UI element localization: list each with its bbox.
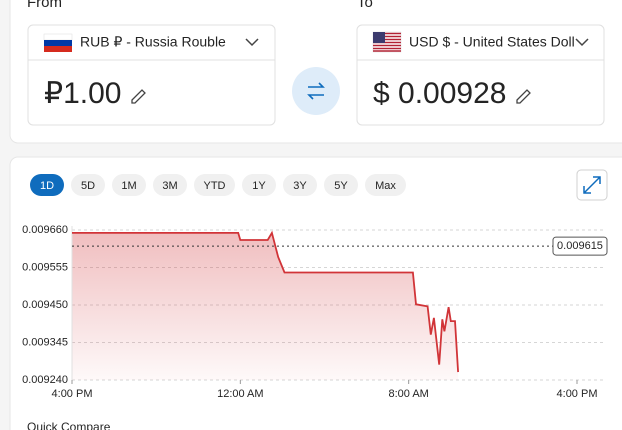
x-tick-label: 8:00 AM [388,388,428,400]
price-line [72,230,459,373]
range-label[interactable]: 1Y [252,180,266,192]
range-label[interactable]: 3Y [293,180,307,192]
range-label[interactable]: 1D [40,180,54,192]
range-button[interactable] [153,174,187,196]
range-label[interactable]: 1M [121,180,136,192]
expand-icon [583,176,601,194]
to-label: To [357,0,373,11]
quick-compare: Quick Compare [27,420,111,430]
to-amount[interactable]: $ 0.00928 [373,77,506,110]
from-currency[interactable]: RUB ₽ - Russia Rouble [80,34,226,50]
chevron[interactable] [245,38,259,47]
range-button[interactable] [194,174,235,196]
edit-icon[interactable] [131,89,146,104]
area [72,232,459,380]
range-button[interactable] [71,174,105,196]
chevron[interactable] [575,38,589,47]
y-tick-label: 0.009555 [22,261,68,273]
range-button[interactable] [242,174,276,196]
x-tick-label: 4:00 PM [557,388,598,400]
from-box [27,24,276,126]
range-label[interactable]: Max [375,180,396,192]
range-button[interactable] [283,174,317,196]
range-label[interactable]: YTD [204,180,226,192]
range-button[interactable] [112,174,146,196]
from-label: From [27,0,62,11]
x-tick-label: 12:00 AM [217,388,263,400]
swap-icon [307,82,325,100]
ru-flag [43,33,73,52]
range-label[interactable]: 5Y [334,180,348,192]
reference-label: 0.009615 [557,240,603,252]
y-tick-label: 0.009345 [22,336,68,348]
y-tick-label: 0.009240 [22,374,68,386]
x-tick-label: 4:00 PM [52,388,93,400]
edit-icon[interactable] [516,89,531,104]
range-button[interactable] [30,174,64,196]
reference-box [552,236,608,256]
range-label[interactable]: 3M [162,180,177,192]
to-box [356,24,605,126]
to-currency[interactable]: USD $ - United States Doll [409,34,575,50]
range-label[interactable]: 5D [81,180,95,192]
range-button[interactable] [365,174,406,196]
y-tick-label: 0.009450 [22,299,68,311]
y-tick-label: 0.009660 [22,224,68,236]
from-amount[interactable]: ₽1.00 [44,77,121,110]
swap-button[interactable] [292,67,340,115]
us-flag [372,31,402,53]
range-button[interactable] [324,174,358,196]
